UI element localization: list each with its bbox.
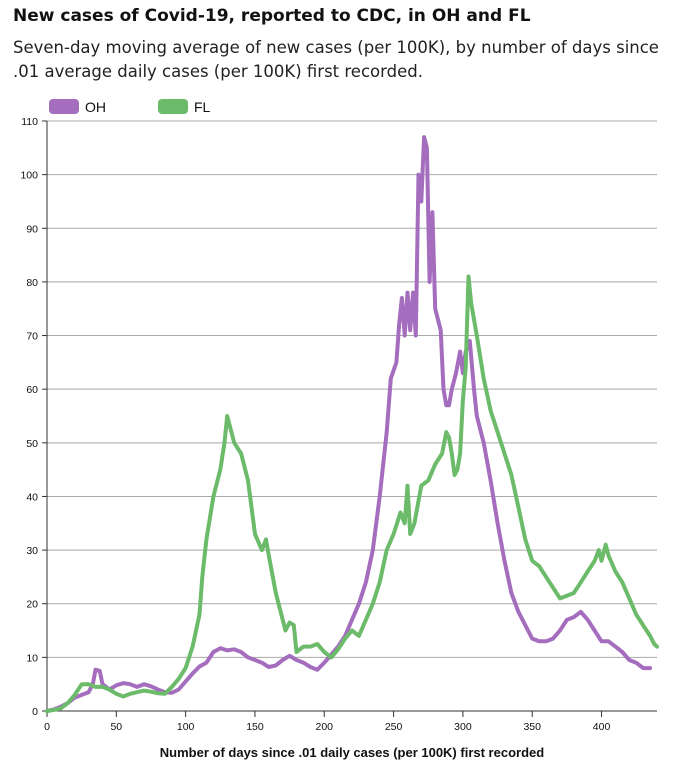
legend-swatch-fl: [158, 99, 188, 114]
y-tick-label: 30: [26, 545, 38, 557]
y-tick-label: 20: [26, 599, 38, 611]
y-tick-label: 40: [26, 491, 38, 503]
legend-label-oh: OH: [85, 99, 106, 115]
x-tick-label: 300: [454, 721, 472, 733]
x-axis-title: Number of days since .01 daily cases (pe…: [160, 745, 544, 760]
x-tick-label: 400: [593, 721, 611, 733]
y-tick-label: 0: [32, 706, 38, 718]
series-line-oh: [45, 135, 653, 713]
x-tick-label: 350: [523, 721, 541, 733]
series-lines: [45, 135, 659, 713]
y-tick-label: 90: [26, 223, 38, 235]
x-tick-label: 100: [177, 721, 195, 733]
y-tick-label: 70: [26, 331, 38, 343]
x-tick-label: 200: [316, 721, 334, 733]
legend-label-fl: FL: [194, 99, 211, 115]
chart-subtitle: Seven-day moving average of new cases (p…: [13, 38, 659, 81]
y-tick-label: 10: [26, 652, 38, 664]
y-tick-label: 50: [26, 438, 38, 450]
axes: 0 10 20 30 40 50 60 70 80 90 100 110 0 50 100 150 200 250…: [20, 116, 657, 733]
y-tick-label: 60: [26, 384, 38, 396]
legend-swatch-oh: [49, 99, 79, 114]
x-tick-label: 150: [246, 721, 264, 733]
y-tick-label: 100: [20, 170, 38, 182]
chart-title: New cases of Covid-19, reported to CDC, …: [13, 6, 531, 26]
y-tick-label: 110: [21, 116, 38, 128]
x-tick-label: 50: [110, 721, 122, 733]
legend: OH FL: [49, 99, 211, 115]
x-tick-label: 250: [385, 721, 403, 733]
y-tick-label: 80: [26, 277, 38, 289]
series-line-fl: [45, 274, 659, 713]
x-tick-label: 0: [44, 721, 50, 733]
